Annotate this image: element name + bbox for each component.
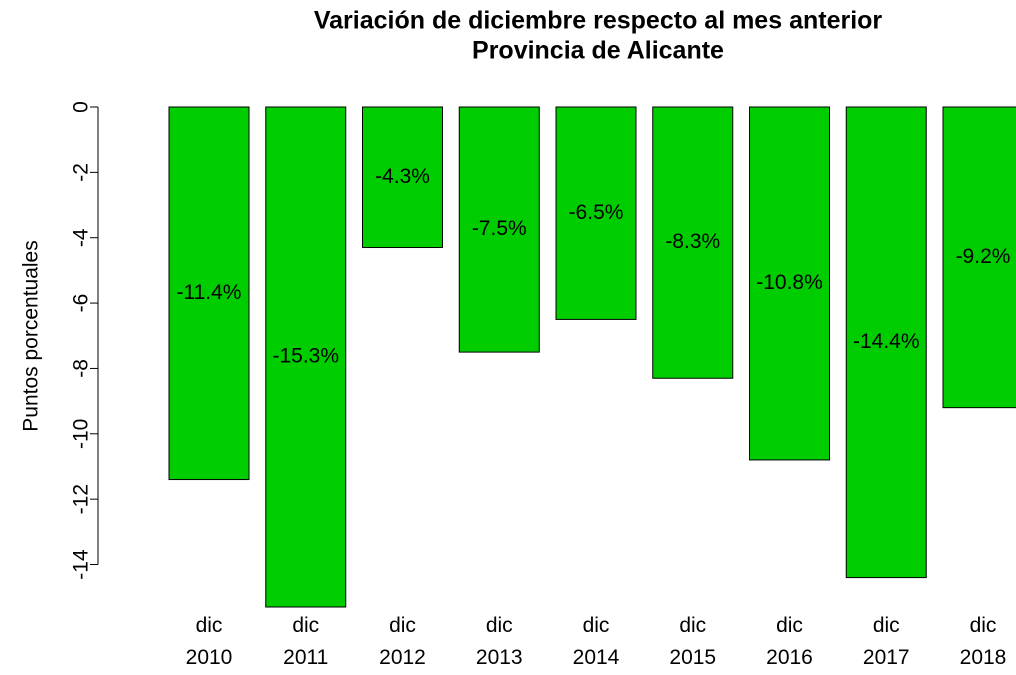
y-axis-title: Puntos porcentuales <box>20 240 43 431</box>
bar <box>942 106 1016 409</box>
x-tick-label: dic 2018 <box>959 614 1007 669</box>
y-tick-label: -8 <box>70 359 93 378</box>
y-tick-label: -10 <box>70 419 93 449</box>
chart-subtitle: Provincia de Alicante <box>472 37 724 65</box>
bar <box>845 106 927 579</box>
bar <box>749 106 830 461</box>
chart-title: Variación de diciembre respecto al mes a… <box>314 7 883 35</box>
x-tick-label: dic 2010 <box>185 614 233 669</box>
bar <box>265 106 347 608</box>
x-tick-label: dic 2015 <box>669 614 717 669</box>
value-label: -9.2% <box>956 245 1011 268</box>
value-label: -6.5% <box>569 201 624 224</box>
value-label: -7.5% <box>472 217 527 240</box>
y-tick-label: -12 <box>70 484 93 514</box>
bar <box>555 106 637 320</box>
value-label: -8.3% <box>665 230 720 253</box>
bar <box>458 106 540 353</box>
x-tick-label: dic 2014 <box>572 614 620 669</box>
y-tick-label: 0 <box>70 101 93 113</box>
y-tick-label: -6 <box>70 294 93 313</box>
bar <box>652 106 734 379</box>
x-tick-label: dic 2017 <box>862 614 910 669</box>
x-tick-label: dic 2012 <box>379 614 426 669</box>
bar <box>168 106 250 481</box>
value-label: -4.3% <box>375 165 430 188</box>
value-label: -14.4% <box>853 330 920 353</box>
y-tick-label: -4 <box>70 228 93 247</box>
value-label: -15.3% <box>272 345 339 368</box>
y-tick-label: -14 <box>70 549 93 580</box>
bar <box>362 106 443 249</box>
x-tick-label: dic 2013 <box>475 614 523 669</box>
x-tick-label: dic 2011 <box>283 614 329 669</box>
x-tick-label: dic 2016 <box>766 614 813 669</box>
value-label: -11.4% <box>177 281 242 304</box>
value-label: -10.8% <box>756 271 823 294</box>
y-tick-label: -2 <box>70 163 93 182</box>
